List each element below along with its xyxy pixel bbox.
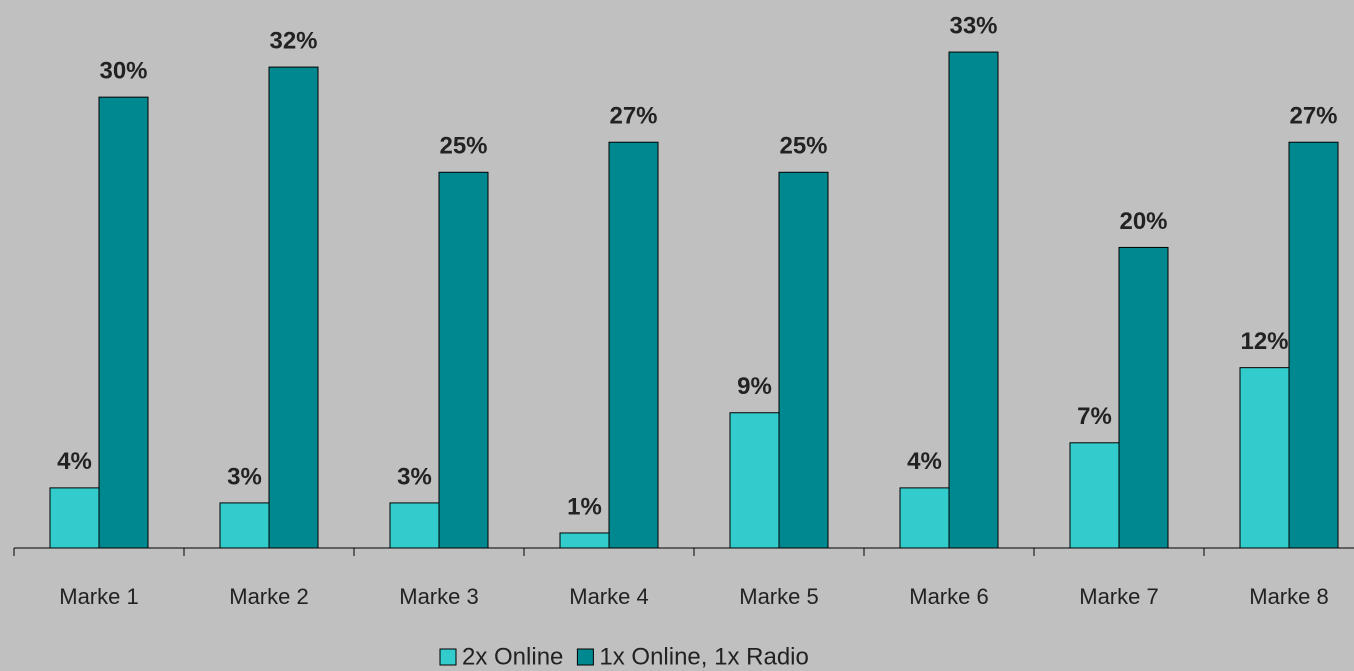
value-label: 1% (567, 493, 602, 520)
bar (948, 51, 999, 549)
value-label: 33% (949, 12, 997, 39)
value-label: 4% (907, 448, 942, 475)
x-tick-label: Marke 5 (739, 584, 818, 609)
bar (899, 487, 950, 549)
x-tick-label: Marke 1 (59, 584, 138, 609)
value-label: 25% (779, 133, 827, 160)
bar (219, 502, 270, 549)
bar (778, 171, 829, 549)
value-label: 3% (397, 463, 432, 490)
x-tick-label: Marke 8 (1249, 584, 1328, 609)
value-label: 9% (737, 373, 772, 400)
value-label: 4% (57, 448, 92, 475)
legend-label: 2x Online (462, 643, 563, 670)
value-label: 27% (609, 103, 657, 130)
bar (49, 487, 100, 549)
bar (1069, 442, 1120, 549)
legend-label: 1x Online, 1x Radio (599, 643, 808, 670)
bar (1239, 367, 1290, 549)
bar (389, 502, 440, 549)
value-label: 7% (1077, 403, 1112, 430)
value-label: 3% (227, 463, 262, 490)
bar (98, 96, 149, 549)
x-tick-label: Marke 3 (399, 584, 478, 609)
value-label: 20% (1119, 208, 1167, 235)
bar (1118, 246, 1169, 549)
bar (1288, 141, 1339, 549)
x-tick-label: Marke 7 (1079, 584, 1158, 609)
legend-swatch (576, 648, 594, 666)
bar (268, 66, 319, 549)
value-label: 25% (439, 133, 487, 160)
value-label: 30% (99, 57, 147, 84)
x-tick-label: Marke 4 (569, 584, 648, 609)
legend-swatch (439, 648, 457, 666)
x-tick-label: Marke 2 (229, 584, 308, 609)
bar (608, 141, 659, 549)
x-tick-label: Marke 6 (909, 584, 988, 609)
bar (729, 412, 780, 549)
value-label: 12% (1240, 328, 1288, 355)
value-label: 32% (269, 27, 317, 54)
bar (438, 171, 489, 549)
bar (559, 532, 610, 549)
value-label: 27% (1289, 103, 1337, 130)
